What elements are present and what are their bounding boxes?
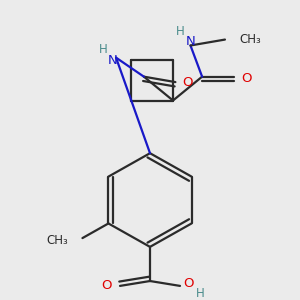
- Text: N: N: [108, 54, 118, 67]
- Text: H: H: [99, 43, 107, 56]
- Text: O: O: [182, 76, 193, 88]
- Text: CH₃: CH₃: [239, 33, 261, 46]
- Text: H: H: [176, 25, 185, 38]
- Text: N: N: [186, 35, 195, 48]
- Text: O: O: [241, 72, 251, 85]
- Text: H: H: [196, 287, 204, 300]
- Text: O: O: [101, 279, 111, 292]
- Text: O: O: [183, 278, 193, 290]
- Text: CH₃: CH₃: [47, 233, 68, 247]
